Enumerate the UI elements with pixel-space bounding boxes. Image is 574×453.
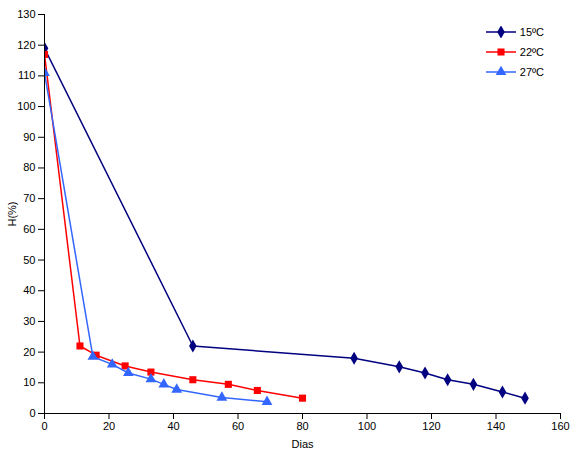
svg-text:110: 110 [18, 69, 36, 81]
svg-text:130: 130 [17, 8, 35, 20]
svg-text:100: 100 [17, 100, 35, 112]
svg-text:60: 60 [23, 223, 35, 235]
svg-text:0: 0 [41, 420, 47, 432]
svg-text:20: 20 [103, 420, 115, 432]
svg-text:10: 10 [23, 376, 35, 388]
svg-text:80: 80 [23, 161, 35, 173]
svg-text:90: 90 [23, 131, 35, 143]
html-text:22ºC: 22ºC [519, 46, 544, 58]
svg-text:120: 120 [422, 420, 440, 432]
svg-text:0: 0 [29, 407, 35, 419]
svg-text:40: 40 [167, 420, 179, 432]
svg-text:140: 140 [487, 420, 505, 432]
html-text:27ºC: 27ºC [519, 66, 544, 78]
svg-text:120: 120 [17, 39, 35, 51]
svg-text:Dias: Dias [291, 438, 314, 450]
html-text:15ºC: 15ºC [519, 26, 544, 38]
svg-text:H(%): H(%) [6, 201, 18, 226]
svg-text:80: 80 [296, 420, 308, 432]
svg-text:40: 40 [23, 284, 35, 296]
svg-text:100: 100 [358, 420, 376, 432]
svg-text:20: 20 [23, 346, 35, 358]
svg-text:30: 30 [23, 315, 35, 327]
svg-text:160: 160 [551, 420, 569, 432]
svg-text:60: 60 [232, 420, 244, 432]
svg-text:50: 50 [23, 254, 35, 266]
svg-text:70: 70 [23, 192, 35, 204]
